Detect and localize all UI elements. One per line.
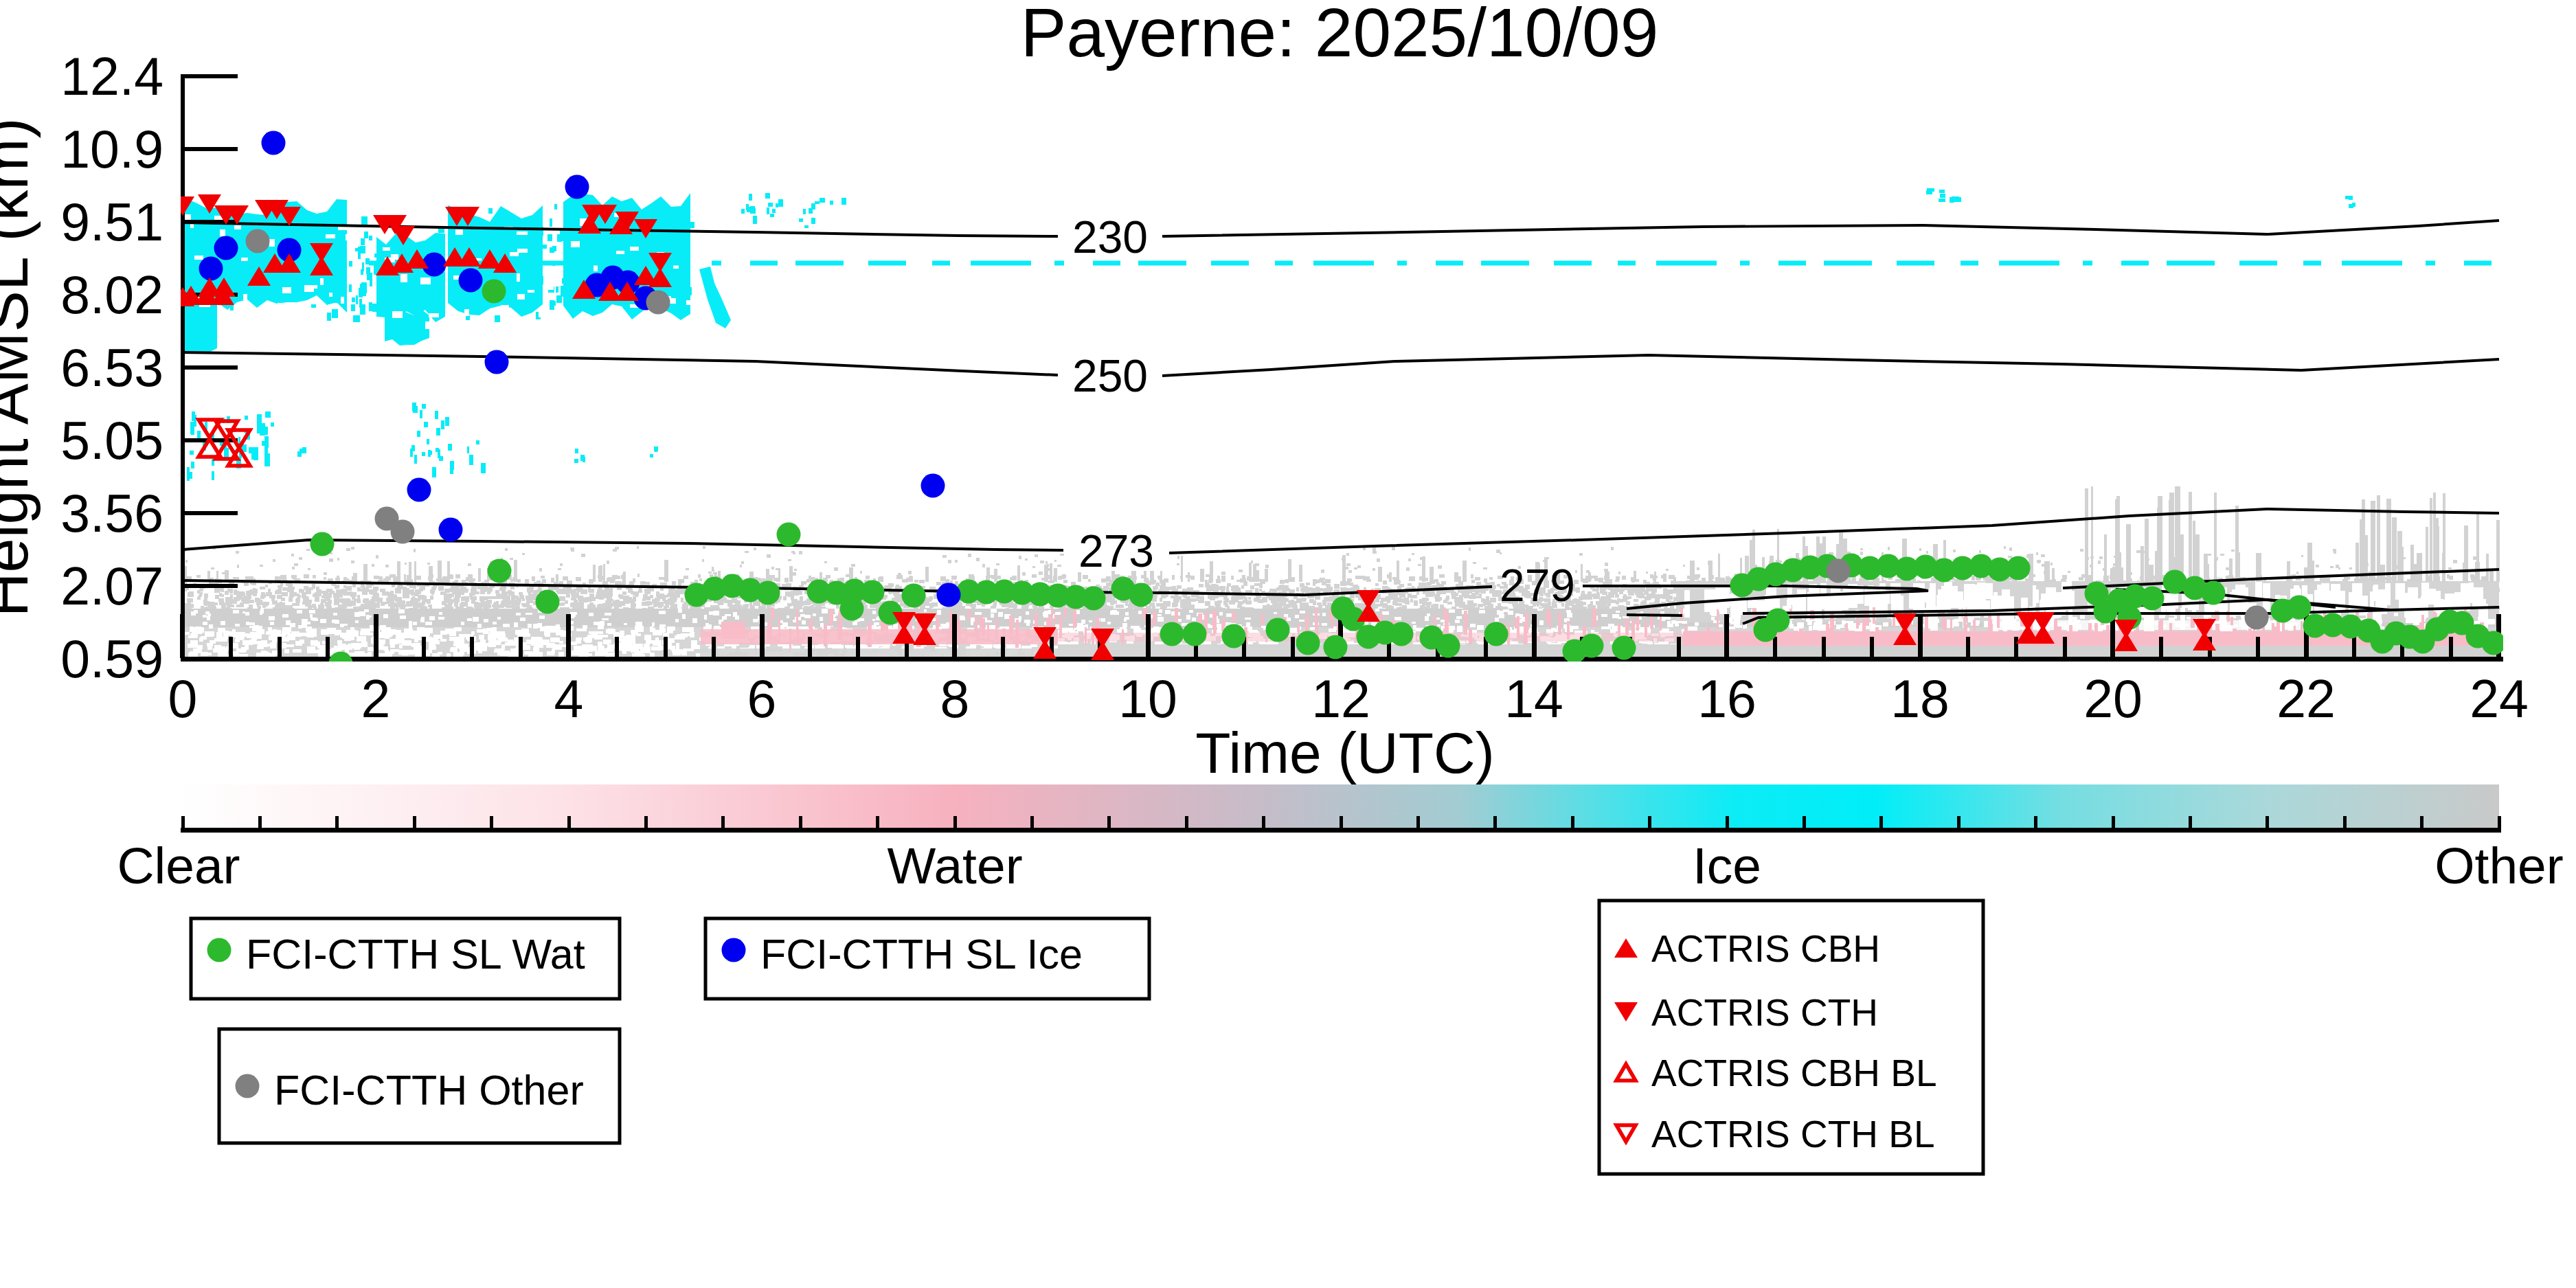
svg-text:20: 20	[2083, 669, 2143, 728]
svg-text:250: 250	[1072, 350, 1148, 401]
svg-text:24: 24	[2470, 669, 2529, 728]
svg-text:16: 16	[1697, 669, 1756, 728]
svg-text:FCI-CTTH SL Ice: FCI-CTTH SL Ice	[760, 931, 1083, 978]
svg-text:279: 279	[1500, 560, 1575, 611]
svg-text:5.05: 5.05	[60, 411, 163, 470]
svg-text:6.53: 6.53	[60, 338, 163, 397]
svg-text:6: 6	[747, 669, 777, 728]
svg-text:0: 0	[168, 669, 198, 728]
svg-text:4: 4	[554, 669, 584, 728]
svg-text:Ice: Ice	[1693, 837, 1761, 894]
svg-text:273: 273	[1078, 526, 1154, 576]
svg-text:8.02: 8.02	[60, 265, 163, 324]
svg-text:Clear: Clear	[117, 837, 240, 894]
svg-text:Payerne: 2025/10/09: Payerne: 2025/10/09	[1021, 0, 1659, 71]
svg-text:12: 12	[1311, 669, 1370, 728]
svg-text:FCI-CTTH Other: FCI-CTTH Other	[274, 1067, 584, 1114]
svg-text:ACTRIS CBH BL: ACTRIS CBH BL	[1651, 1052, 1937, 1094]
svg-text:0.59: 0.59	[60, 629, 163, 688]
svg-text:ACTRIS CTH BL: ACTRIS CTH BL	[1651, 1113, 1935, 1155]
svg-text:8: 8	[940, 669, 970, 728]
svg-text:Water: Water	[887, 837, 1022, 894]
svg-text:9.51: 9.51	[60, 192, 163, 251]
svg-text:10.9: 10.9	[60, 120, 163, 179]
svg-text:2.07: 2.07	[60, 556, 163, 615]
svg-text:Other: Other	[2434, 837, 2564, 894]
svg-text:230: 230	[1072, 212, 1148, 262]
svg-text:14: 14	[1504, 669, 1563, 728]
svg-text:22: 22	[2276, 669, 2336, 728]
svg-text:18: 18	[1890, 669, 1950, 728]
svg-text:Time (UTC): Time (UTC)	[1195, 721, 1494, 785]
svg-text:ACTRIS CTH: ACTRIS CTH	[1651, 991, 1878, 1034]
svg-text:10: 10	[1118, 669, 1177, 728]
svg-text:Height AMSL (km): Height AMSL (km)	[0, 118, 41, 618]
svg-text:FCI-CTTH SL Wat: FCI-CTTH SL Wat	[246, 931, 585, 978]
svg-text:ACTRIS CBH: ACTRIS CBH	[1651, 927, 1880, 970]
svg-text:2: 2	[361, 669, 391, 728]
svg-text:3.56: 3.56	[60, 484, 163, 543]
svg-text:12.4: 12.4	[60, 47, 163, 106]
